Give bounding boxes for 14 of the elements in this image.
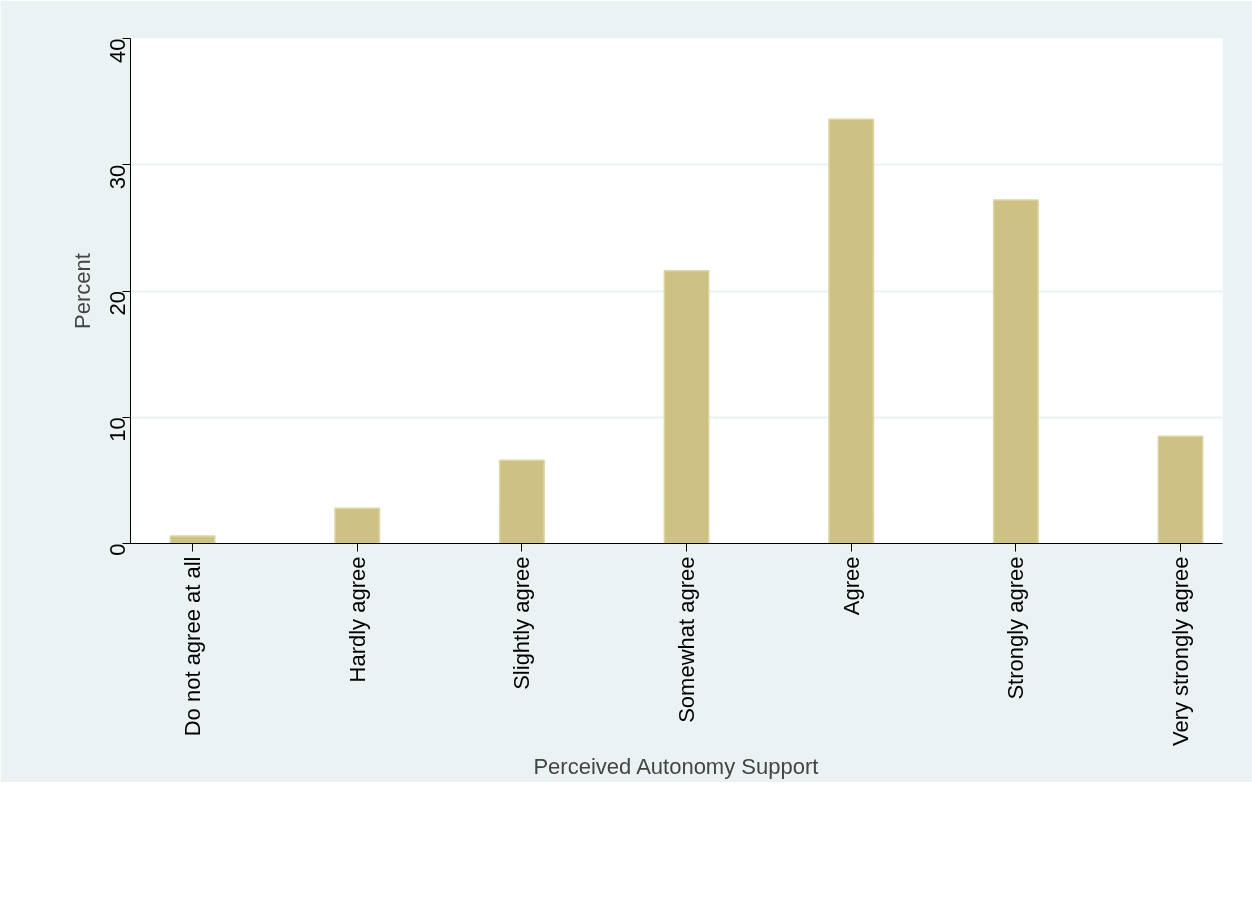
y-axis-title: Percent	[69, 253, 95, 329]
y-tick-label: 0	[105, 543, 130, 556]
x-tick-label: Agree	[838, 556, 864, 616]
x-tick-label: Slightly agree	[509, 556, 535, 690]
x-tick-label: Strongly agree	[1003, 556, 1029, 700]
y-tick-label: 10	[105, 417, 130, 442]
y-tick-label: 20	[105, 290, 130, 316]
x-tick-label: Somewhat agree	[674, 556, 700, 723]
x-tick-label: Very strongly agree	[1168, 556, 1194, 747]
y-tick-label: 40	[105, 38, 130, 63]
x-tick-label: Hardly agree	[344, 556, 370, 683]
x-tick-label: Do not agree at all	[180, 556, 206, 737]
y-tick-label: 30	[105, 164, 130, 190]
x-axis-title: Perceived Autonomy Support	[533, 754, 819, 780]
